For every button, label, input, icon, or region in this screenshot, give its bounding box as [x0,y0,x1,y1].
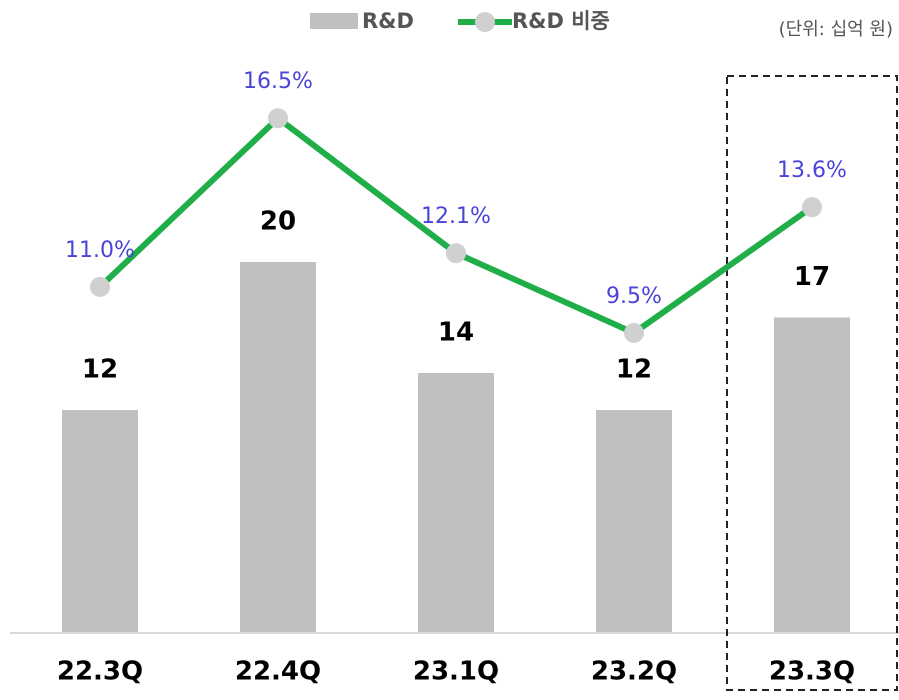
bar [774,317,850,632]
x-tick-label: 22.3Q [57,657,143,687]
bar-value-label: 12 [616,355,652,385]
line-marker [624,322,644,343]
bar-value-label: 14 [438,318,474,348]
bar [418,373,494,632]
line-marker [802,197,822,218]
bar-value-label: 20 [260,207,296,237]
legend-swatch-bar [310,13,358,29]
x-tick-label: 23.1Q [413,657,499,687]
line-marker [446,243,466,264]
line-marker [268,108,288,129]
line-value-label: 12.1% [421,204,491,229]
line-value-label: 9.5% [606,284,662,309]
legend-swatch-marker [475,12,495,32]
highlight-box [726,75,898,691]
bar [62,410,138,632]
line-value-label: 16.5% [243,69,313,94]
line-value-label: 11.0% [65,238,135,263]
bar-value-label: 17 [794,262,830,292]
unit-note: (단위: 십억 원) [779,19,893,40]
x-tick-label: 22.4Q [235,657,321,687]
bar [596,410,672,632]
bar-value-label: 12 [82,355,118,385]
legend-label: R&D 비중 [512,9,610,33]
bar [240,262,316,632]
x-tick-label: 23.3Q [769,657,855,687]
line-marker [90,276,110,297]
line-value-label: 13.6% [777,158,847,183]
x-tick-label: 23.2Q [591,657,677,687]
legend-label: R&D [362,9,414,33]
